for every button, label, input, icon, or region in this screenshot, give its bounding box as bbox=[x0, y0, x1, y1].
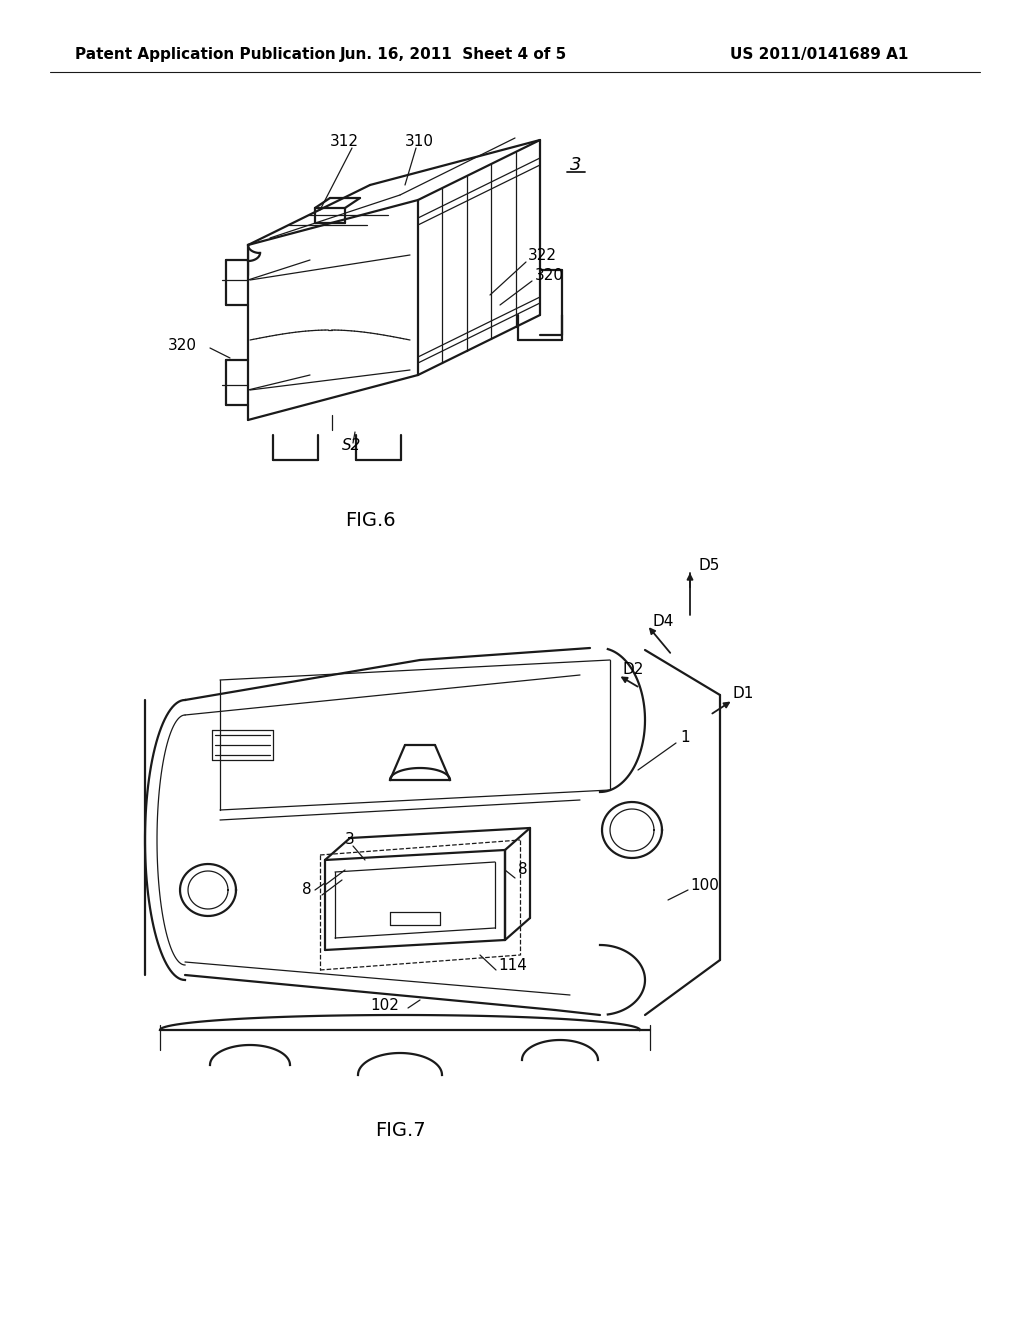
Text: 3: 3 bbox=[570, 156, 582, 174]
Text: D5: D5 bbox=[698, 557, 720, 573]
Text: Jun. 16, 2011  Sheet 4 of 5: Jun. 16, 2011 Sheet 4 of 5 bbox=[340, 48, 567, 62]
Text: FIG.7: FIG.7 bbox=[375, 1121, 425, 1139]
Text: 100: 100 bbox=[690, 878, 719, 892]
Text: 114: 114 bbox=[498, 957, 527, 973]
Text: D4: D4 bbox=[652, 615, 674, 630]
Text: 322: 322 bbox=[528, 248, 557, 263]
Text: FIG.6: FIG.6 bbox=[345, 511, 395, 529]
Text: Patent Application Publication: Patent Application Publication bbox=[75, 48, 336, 62]
Text: D2: D2 bbox=[623, 663, 644, 677]
Text: 320: 320 bbox=[535, 268, 564, 282]
Text: 312: 312 bbox=[330, 135, 359, 149]
Text: S2: S2 bbox=[342, 437, 361, 453]
Text: 8: 8 bbox=[302, 883, 311, 898]
Text: US 2011/0141689 A1: US 2011/0141689 A1 bbox=[730, 48, 908, 62]
Text: 3: 3 bbox=[345, 833, 354, 847]
Text: 320: 320 bbox=[168, 338, 197, 352]
Text: 1: 1 bbox=[680, 730, 689, 746]
Text: 8: 8 bbox=[518, 862, 527, 878]
Text: 310: 310 bbox=[406, 135, 434, 149]
Text: D1: D1 bbox=[733, 685, 755, 701]
Text: 102: 102 bbox=[370, 998, 399, 1012]
